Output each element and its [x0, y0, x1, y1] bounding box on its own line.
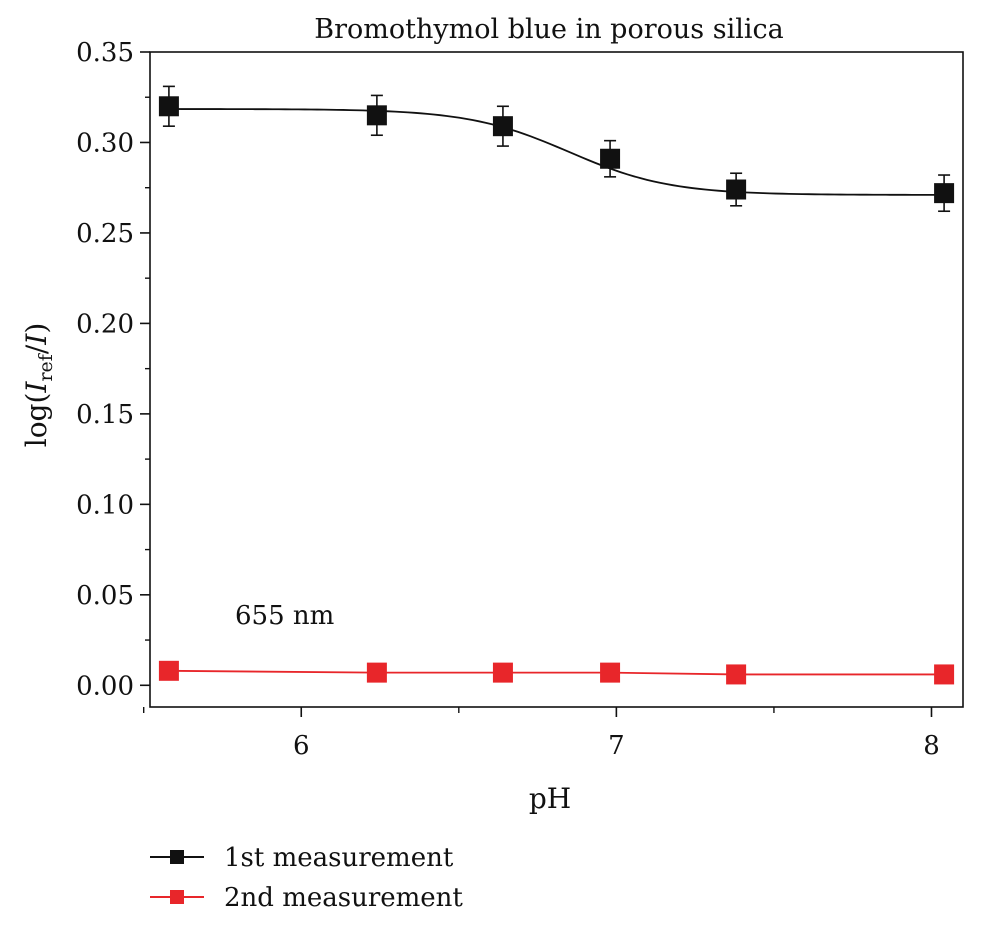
legend: 1st measurement 2nd measurement [150, 843, 463, 913]
data-point [158, 660, 179, 681]
axis-ticks [140, 51, 933, 717]
y-axis-title-prefix: log( [20, 393, 53, 448]
data-point [492, 662, 513, 683]
data-point [934, 183, 955, 204]
legend-label-2nd: 2nd measurement [224, 883, 463, 913]
y-axis-title-suffix: ) [20, 323, 53, 334]
y-tick-label: 0.15 [76, 400, 134, 430]
y-tick-label: 0.00 [76, 671, 134, 701]
axis-labels: 0.00 0.05 0.10 0.15 0.20 0.25 0.30 0.35 6 7 8 [76, 38, 940, 761]
data-point [600, 662, 621, 683]
data-point [366, 662, 387, 683]
x-axis-title: pH [529, 782, 571, 815]
y-tick-label: 0.30 [76, 128, 134, 158]
series-layer [158, 85, 955, 685]
data-point [726, 179, 747, 200]
legend-item-2nd-measurement: 2nd measurement [150, 883, 463, 913]
series-1 [158, 85, 955, 213]
x-tick-label: 8 [923, 731, 940, 761]
legend-item-1st-measurement: 1st measurement [150, 843, 454, 873]
y-tick-label: 0.05 [76, 581, 134, 611]
data-point [492, 116, 513, 137]
series-2-curve [168, 669, 945, 676]
y-axis-title: log(Iref/I) [20, 323, 57, 448]
chart-title: Bromothymol blue in porous silica [314, 14, 783, 45]
data-point [158, 96, 179, 117]
series-2 [158, 660, 955, 685]
data-point [600, 148, 621, 169]
legend-marker-1st [170, 850, 184, 864]
series-1-curve [168, 108, 945, 196]
y-tick-label: 0.25 [76, 219, 134, 249]
y-axis-title-subscript: ref [35, 352, 57, 381]
y-tick-label: 0.10 [76, 490, 134, 520]
plot-frame [149, 51, 964, 708]
x-tick-label: 6 [293, 731, 310, 761]
data-point [934, 664, 955, 685]
legend-label-1st: 1st measurement [224, 843, 454, 873]
y-axis-title-slash: / [20, 344, 53, 354]
legend-marker-2nd [170, 890, 184, 904]
data-point [726, 664, 747, 685]
data-point [366, 105, 387, 126]
x-tick-label: 7 [608, 731, 625, 761]
y-tick-label: 0.20 [76, 309, 134, 339]
y-axis-title-var1: I [20, 381, 53, 394]
plot-border [149, 51, 964, 708]
y-tick-label: 0.35 [76, 38, 134, 68]
wavelength-annotation: 655 nm [235, 601, 334, 631]
y-axis-title-var2: I [20, 333, 53, 346]
